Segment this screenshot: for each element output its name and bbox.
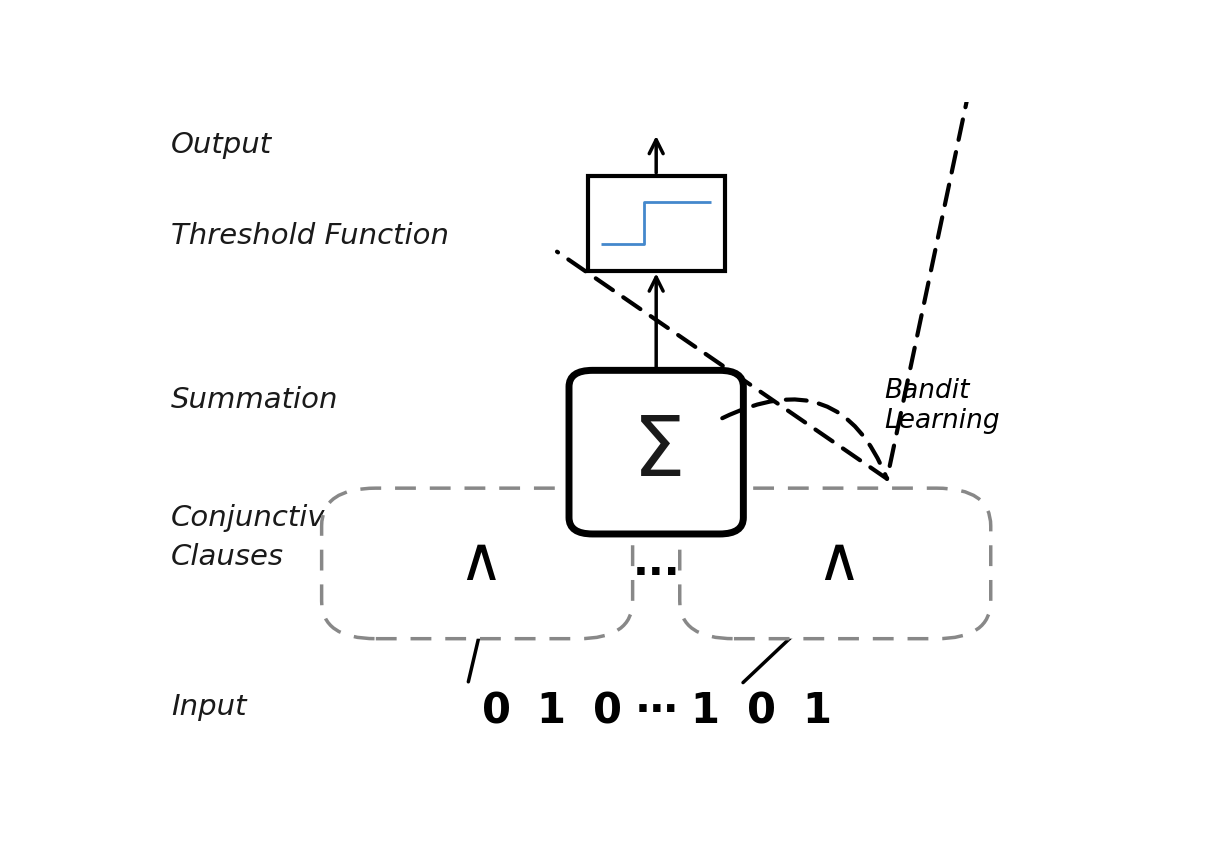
FancyBboxPatch shape <box>587 176 725 270</box>
Text: $\wedge$: $\wedge$ <box>457 534 496 593</box>
Text: ...: ... <box>632 542 680 585</box>
Text: Conjunctive: Conjunctive <box>170 503 343 531</box>
Text: Bandit
Learning: Bandit Learning <box>885 378 1001 434</box>
FancyBboxPatch shape <box>569 371 743 534</box>
Text: Clauses: Clauses <box>170 543 283 571</box>
Text: $\mathbf{0\ \ 1\ \ 0\ \cdots\ 1\ \ 0\ \ 1}$: $\mathbf{0\ \ 1\ \ 0\ \cdots\ 1\ \ 0\ \ … <box>482 689 831 732</box>
Text: Summation: Summation <box>170 386 338 414</box>
Text: Output: Output <box>170 131 272 159</box>
Text: $\wedge$: $\wedge$ <box>816 534 855 593</box>
Text: -: - <box>747 504 759 537</box>
Text: $\Sigma$: $\Sigma$ <box>631 411 681 493</box>
Text: Threshold Function: Threshold Function <box>170 222 449 250</box>
FancyArrowPatch shape <box>557 87 969 479</box>
Text: +: + <box>546 504 574 537</box>
Text: Input: Input <box>170 694 247 722</box>
FancyBboxPatch shape <box>321 488 632 638</box>
FancyBboxPatch shape <box>680 488 991 638</box>
